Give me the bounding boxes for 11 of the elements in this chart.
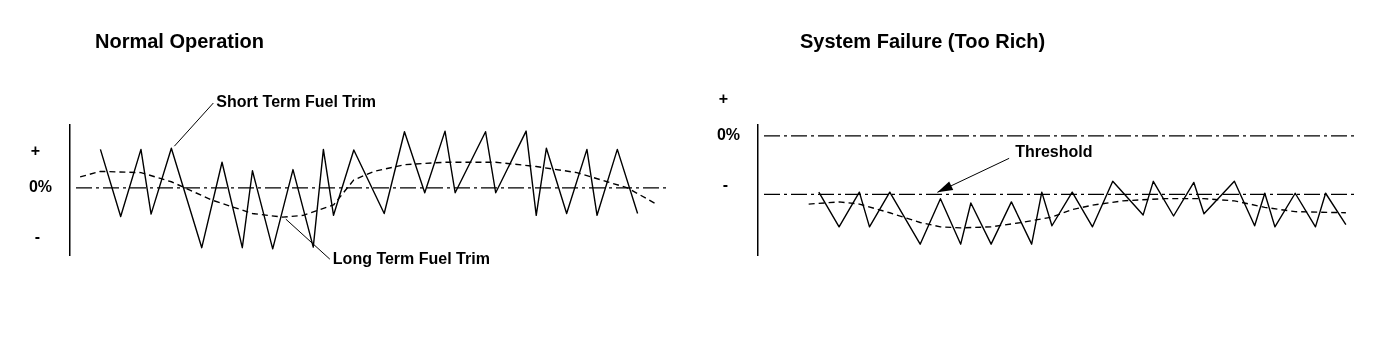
text: Long Term Fuel Trim [332, 249, 490, 267]
chart-title: System Failure (Too Rich) [800, 30, 1046, 53]
text: - [722, 176, 728, 194]
ref-line-label: 0% [28, 178, 52, 196]
chart-title: Normal Operation [95, 30, 264, 53]
ref-line-label: Threshold [1015, 142, 1093, 160]
text: Short Term Fuel Trim [216, 93, 377, 111]
text: + [718, 90, 728, 108]
ref-line-label: 0% [716, 126, 740, 144]
text: - [34, 228, 40, 246]
text: + [30, 142, 40, 160]
